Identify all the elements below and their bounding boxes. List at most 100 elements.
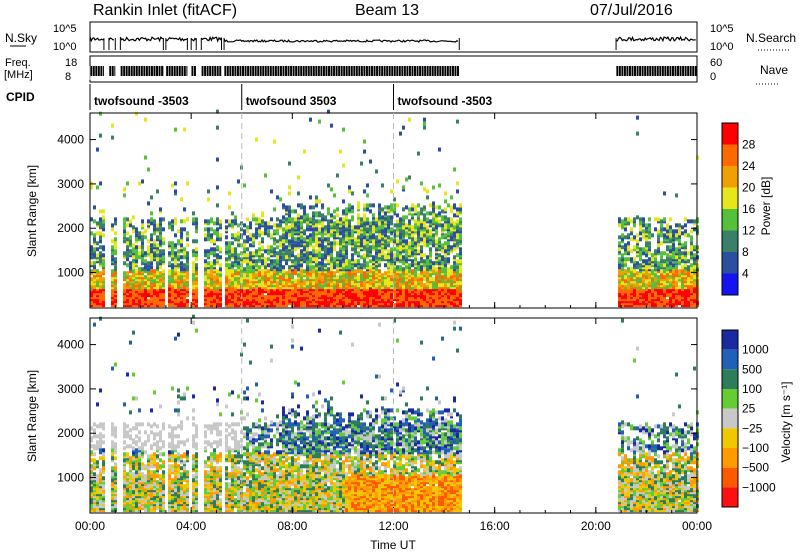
y-tick-label: 4000 bbox=[57, 133, 84, 147]
heatmap-cell bbox=[273, 237, 276, 242]
heatmap-cell bbox=[291, 209, 294, 214]
heatmap-cell bbox=[219, 273, 222, 278]
heatmap-cell bbox=[96, 241, 99, 246]
heatmap-cell bbox=[90, 185, 93, 190]
heatmap-cell bbox=[627, 247, 630, 252]
heatmap-cell bbox=[402, 239, 405, 244]
heatmap-cell bbox=[429, 285, 432, 290]
heatmap-cell bbox=[357, 235, 360, 240]
heatmap-cell bbox=[414, 241, 417, 246]
heatmap-cell bbox=[408, 117, 411, 122]
heatmap-cell bbox=[663, 259, 666, 264]
heatmap-cell bbox=[693, 219, 696, 224]
heatmap-cell bbox=[423, 259, 426, 264]
heatmap-cell bbox=[174, 181, 177, 186]
heatmap-cell bbox=[177, 229, 180, 234]
heatmap-cell bbox=[669, 233, 672, 238]
heatmap-cell bbox=[363, 189, 366, 194]
heatmap-cell bbox=[294, 301, 297, 306]
heatmap-cell bbox=[258, 217, 261, 222]
heatmap-cell bbox=[411, 241, 414, 246]
heatmap-cell bbox=[156, 283, 159, 288]
heatmap-cell bbox=[657, 243, 660, 248]
heatmap-cell bbox=[171, 257, 174, 262]
heatmap-cell bbox=[378, 243, 381, 248]
heatmap-cell bbox=[90, 436, 93, 441]
heatmap-cell bbox=[339, 249, 342, 254]
heatmap-cell bbox=[204, 237, 207, 242]
heatmap-cell bbox=[411, 303, 414, 308]
heatmap-cell bbox=[621, 233, 624, 238]
heatmap-cell bbox=[144, 117, 147, 122]
heatmap-cell bbox=[420, 245, 423, 250]
heatmap-cell bbox=[225, 241, 228, 246]
heatmap-cell bbox=[345, 233, 348, 238]
heatmap-cell bbox=[177, 239, 180, 244]
heatmap-cell bbox=[363, 217, 366, 222]
heatmap-cell bbox=[672, 229, 675, 234]
heatmap-cell bbox=[336, 275, 339, 280]
velocity-heatmap bbox=[90, 314, 699, 513]
heatmap-cell bbox=[444, 241, 447, 246]
heatmap-cell bbox=[357, 213, 360, 218]
heatmap-cell bbox=[360, 241, 363, 246]
heatmap-cell bbox=[372, 241, 375, 246]
heatmap-cell bbox=[378, 263, 381, 268]
heatmap-cell bbox=[156, 227, 159, 232]
heatmap-cell bbox=[162, 249, 165, 254]
freq-trace-block bbox=[120, 66, 164, 76]
heatmap-cell bbox=[624, 243, 627, 248]
heatmap-cell bbox=[159, 253, 162, 258]
heatmap-cell bbox=[216, 221, 219, 226]
heatmap-cell bbox=[99, 239, 102, 244]
heatmap-cell bbox=[249, 277, 252, 282]
heatmap-cell bbox=[309, 237, 312, 242]
heatmap-cell bbox=[252, 217, 255, 222]
heatmap-cell bbox=[207, 261, 210, 266]
heatmap-cell bbox=[306, 227, 309, 232]
heatmap-cell bbox=[228, 191, 231, 196]
heatmap-cell bbox=[366, 183, 369, 188]
heatmap-cell bbox=[414, 225, 417, 230]
heatmap-cell bbox=[255, 217, 258, 222]
heatmap-cell bbox=[432, 213, 435, 218]
freq-left-tick-bottom: 8 bbox=[65, 71, 71, 83]
heatmap-cell bbox=[276, 231, 279, 236]
heatmap-cell bbox=[390, 277, 393, 282]
heatmap-cell bbox=[429, 219, 432, 224]
heatmap-cell bbox=[393, 223, 396, 228]
heatmap-cell bbox=[681, 301, 684, 306]
heatmap-cell bbox=[351, 225, 354, 230]
heatmap-cell bbox=[417, 151, 420, 156]
heatmap-cell bbox=[357, 283, 360, 288]
heatmap-cell bbox=[132, 255, 135, 260]
heatmap-cell bbox=[123, 251, 126, 256]
heatmap-cell bbox=[99, 217, 102, 222]
heatmap-cell bbox=[444, 273, 447, 278]
heatmap-cell bbox=[321, 261, 324, 266]
heatmap-cell bbox=[285, 217, 288, 222]
heatmap-cell bbox=[684, 223, 687, 228]
heatmap-cell bbox=[333, 209, 336, 214]
heatmap-cell bbox=[243, 273, 246, 278]
beam-title: Beam 13 bbox=[355, 2, 419, 19]
heatmap-cell bbox=[399, 255, 402, 260]
heatmap-cell bbox=[357, 251, 360, 256]
heatmap-cell bbox=[315, 195, 318, 200]
heatmap-cell bbox=[441, 267, 444, 272]
heatmap-cell bbox=[294, 283, 297, 288]
heatmap-cell bbox=[204, 285, 207, 290]
heatmap-cell bbox=[312, 245, 315, 250]
heatmap-cell bbox=[444, 191, 447, 196]
heatmap-cell bbox=[417, 265, 420, 270]
heatmap-cell bbox=[429, 241, 432, 246]
heatmap-cell bbox=[459, 247, 462, 252]
heatmap-cell bbox=[375, 235, 378, 240]
heatmap-cell bbox=[459, 207, 462, 212]
heatmap-cell bbox=[456, 219, 459, 224]
heatmap-cell bbox=[330, 213, 333, 218]
heatmap-cell bbox=[96, 185, 99, 190]
heatmap-cell bbox=[687, 265, 690, 270]
heatmap-cell bbox=[414, 219, 417, 224]
